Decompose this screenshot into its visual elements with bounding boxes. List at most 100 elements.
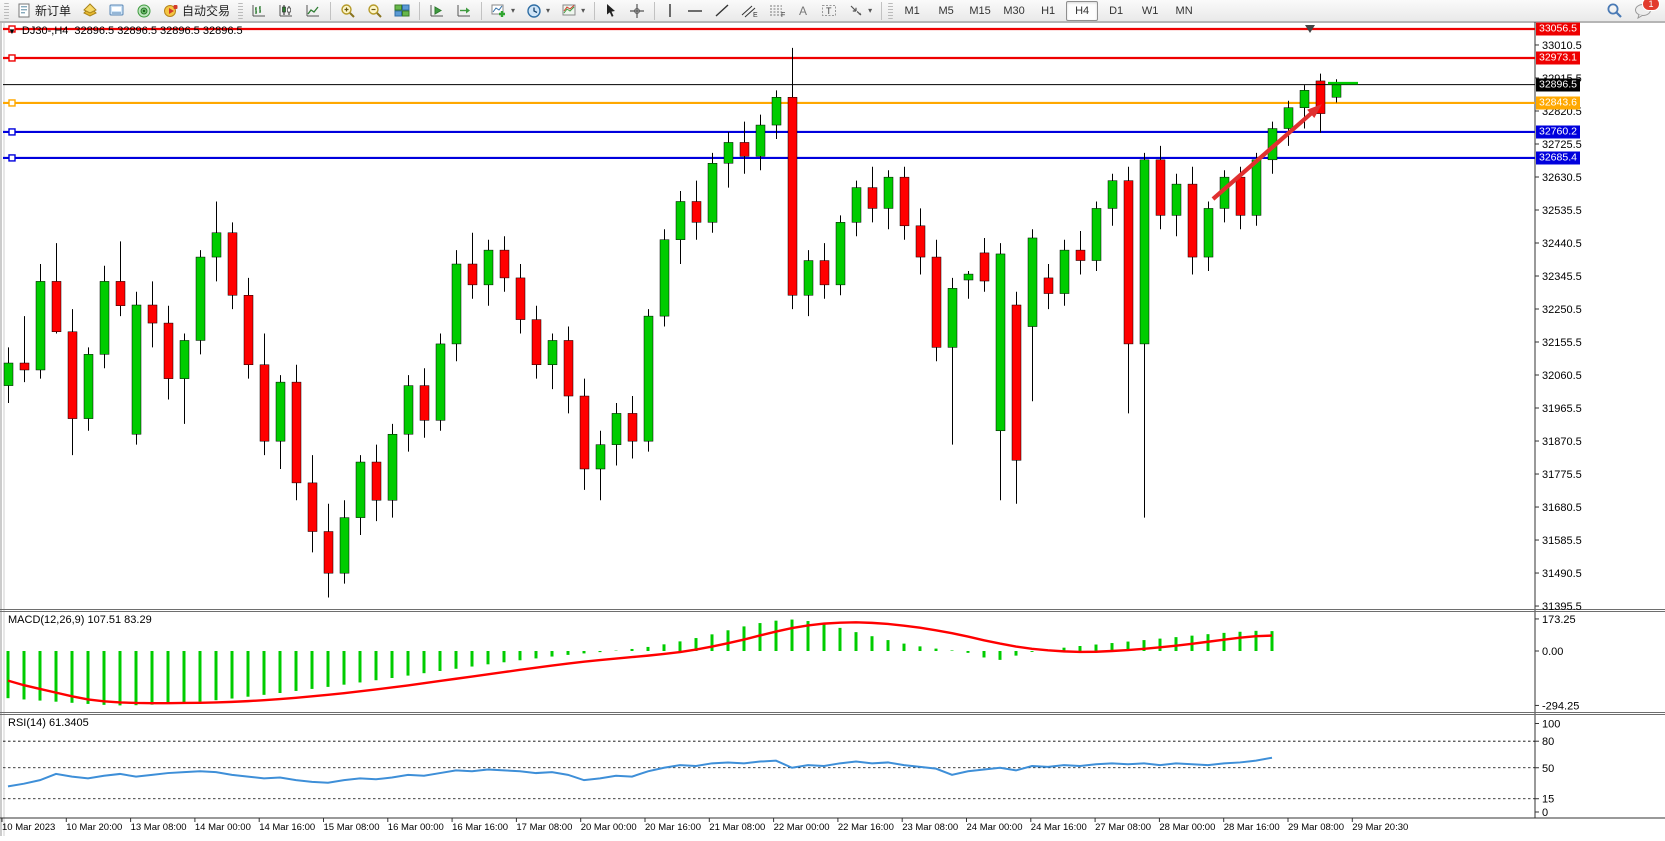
chart-shift-button[interactable] [451, 0, 477, 22]
trendline-button[interactable] [709, 0, 735, 22]
auto-trading-icon [163, 3, 179, 18]
new-order-icon [17, 3, 32, 18]
trendline-icon [714, 3, 730, 18]
arrows-button[interactable]: ▾ [843, 0, 877, 22]
time-axis-label: 14 Mar 16:00 [259, 822, 316, 833]
svg-text:0: 0 [1542, 807, 1548, 819]
tile-windows-button[interactable] [389, 0, 415, 22]
time-axis-label: 29 Mar 20:30 [1352, 822, 1409, 833]
charts-stack-icon [82, 3, 98, 18]
bar-chart-button[interactable] [246, 0, 272, 22]
timeframe-button-m15[interactable]: M15 [969, 4, 991, 17]
timeframe-button-d1[interactable]: D1 [1109, 4, 1124, 17]
svg-text:15: 15 [1542, 794, 1554, 806]
horizontal-line-button[interactable] [682, 0, 708, 22]
notification-badge: 1 [1642, 0, 1660, 11]
indicators-icon [491, 3, 507, 18]
zoom-out-button[interactable] [362, 0, 388, 22]
vertical-line-button[interactable] [659, 0, 681, 22]
svg-text:-294.25: -294.25 [1542, 700, 1579, 712]
periods-button[interactable]: ▾ [521, 0, 555, 22]
svg-text:F: F [781, 12, 785, 18]
time-axis-label: 22 Mar 16:00 [837, 822, 894, 833]
line-chart-button[interactable] [300, 0, 326, 22]
signals-button[interactable] [131, 0, 157, 22]
terminal-button[interactable] [104, 0, 130, 22]
time-axis-label: 24 Mar 16:00 [1030, 822, 1087, 833]
toolbar-separator [481, 1, 483, 20]
fibonacci-button[interactable]: F [764, 0, 791, 22]
toolbar-grip[interactable] [238, 2, 244, 19]
charts-stack-button[interactable] [77, 0, 103, 22]
timeframe-button-w1[interactable]: W1 [1141, 4, 1159, 17]
chart-symbol-period: DJ30-,H4 [21, 25, 69, 37]
candlestick-chart-button[interactable] [273, 0, 299, 22]
new-order-button[interactable]: 新订单 [12, 0, 76, 22]
current-price-label: 32896.5 [1536, 78, 1580, 92]
new-order-label: 新订单 [35, 4, 72, 18]
timeframe-button-m30[interactable]: M30 [1003, 4, 1025, 17]
level-price-label: 32973.1 [1536, 51, 1580, 65]
svg-text:32345.5: 32345.5 [1542, 271, 1582, 283]
equidistant-channel-icon: E [741, 3, 758, 18]
svg-text:32155.5: 32155.5 [1542, 337, 1582, 349]
notifications-button[interactable]: 1 [1629, 0, 1660, 22]
svg-text:T: T [826, 6, 832, 16]
time-axis-label: 20 Mar 16:00 [645, 822, 701, 833]
svg-text:A: A [799, 4, 807, 18]
crosshair-icon [629, 3, 645, 19]
svg-text:31585.5: 31585.5 [1542, 535, 1582, 547]
tile-windows-icon [394, 3, 410, 18]
time-axis-label: 29 Mar 08:00 [1288, 822, 1344, 833]
svg-text:50: 50 [1542, 763, 1554, 775]
toolbar-separator [594, 1, 596, 20]
templates-button[interactable]: ▾ [556, 0, 590, 22]
timeframe-group: M1 M5 M15 M30 H1 H4 D1 W1 MN [896, 0, 1200, 21]
time-axis-label: 15 Mar 08:00 [323, 822, 380, 833]
timeframe-button-m1[interactable]: M1 [904, 4, 920, 17]
svg-text:80: 80 [1542, 736, 1554, 748]
timeframe-button-h4[interactable]: H4 [1066, 0, 1099, 21]
toolbar-grip[interactable] [4, 2, 9, 19]
vertical-line-icon [664, 3, 676, 18]
zoom-out-icon [367, 3, 383, 19]
equidistant-channel-button[interactable]: E [736, 0, 763, 22]
chart-title: ▼ DJ30-,H4 32896.5 32896.5 32896.5 32896… [8, 25, 243, 37]
svg-text:33010.5: 33010.5 [1542, 40, 1582, 52]
auto-scroll-button[interactable] [424, 0, 450, 22]
timeframe-button-mn[interactable]: MN [1175, 4, 1193, 17]
toolbar-separator [881, 1, 883, 20]
zoom-in-button[interactable] [335, 0, 361, 22]
zoom-in-icon [340, 3, 356, 19]
time-axis-label: 13 Mar 08:00 [130, 822, 187, 833]
svg-text:32440.5: 32440.5 [1542, 238, 1582, 250]
svg-text:31490.5: 31490.5 [1542, 568, 1582, 580]
svg-text:32725.5: 32725.5 [1542, 139, 1582, 151]
auto-trading-button[interactable]: 自动交易 [158, 0, 235, 22]
time-axis-label: 17 Mar 08:00 [516, 822, 573, 833]
svg-text:32060.5: 32060.5 [1542, 370, 1582, 382]
text-button[interactable]: A [792, 0, 815, 22]
crosshair-button[interactable] [624, 0, 650, 22]
text-label-button[interactable]: T [816, 0, 842, 22]
svg-text:31395.5: 31395.5 [1542, 601, 1582, 613]
svg-text:31775.5: 31775.5 [1542, 469, 1582, 481]
svg-text:31870.5: 31870.5 [1542, 436, 1582, 448]
search-button[interactable] [1601, 0, 1628, 22]
timeframe-button-m5[interactable]: M5 [938, 4, 954, 17]
candlestick-chart-icon [278, 3, 294, 18]
time-axis-label: 21 Mar 08:00 [709, 822, 766, 833]
text-label-icon: T [821, 3, 837, 18]
indicators-button[interactable]: ▾ [486, 0, 520, 22]
dropdown-caret-icon: ▾ [581, 6, 586, 15]
toolbar-grip[interactable] [888, 2, 894, 19]
svg-text:0.00: 0.00 [1542, 646, 1563, 658]
cursor-button[interactable] [599, 0, 623, 22]
signals-icon [136, 3, 152, 18]
search-icon [1606, 2, 1623, 19]
timeframe-button-h1[interactable]: H1 [1041, 4, 1056, 17]
chart-ohlc-values: 32896.5 32896.5 32896.5 32896.5 [74, 25, 243, 37]
text-icon: A [797, 3, 810, 18]
